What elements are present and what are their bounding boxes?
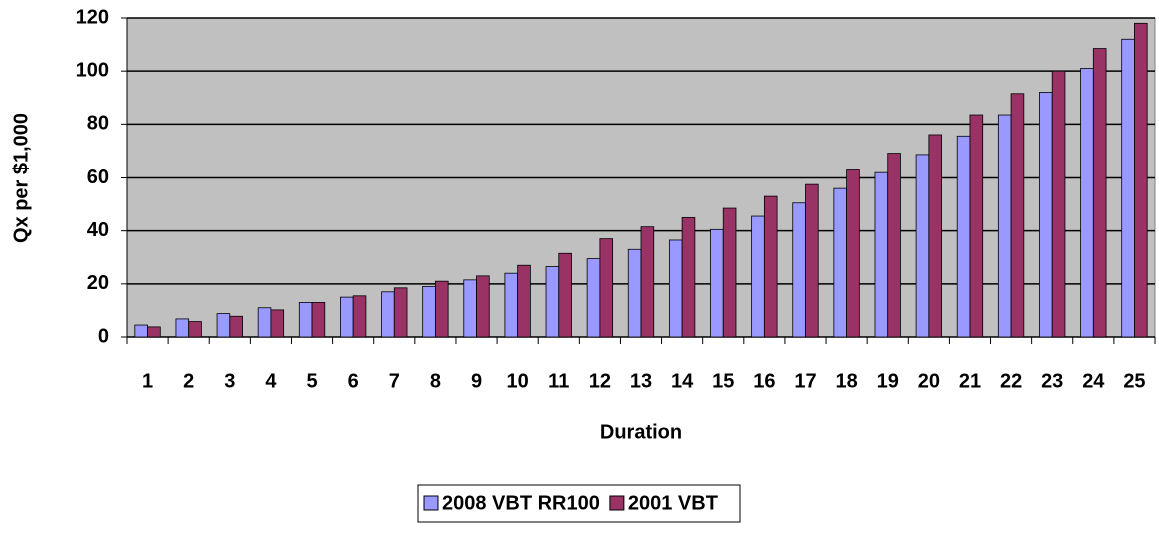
bar — [517, 264, 531, 338]
legend-swatch — [609, 495, 625, 511]
bar — [751, 215, 765, 338]
bar — [1134, 22, 1148, 338]
x-tick-label: 22 — [1000, 370, 1022, 392]
y-tick-label: 120 — [76, 6, 109, 28]
x-tick-label: 10 — [507, 370, 529, 392]
bar — [1051, 70, 1066, 338]
bar — [352, 295, 367, 338]
bar — [805, 183, 819, 338]
bar — [997, 114, 1012, 338]
x-tick-label: 20 — [918, 370, 940, 392]
y-tick-label: 40 — [87, 219, 109, 241]
bar — [558, 252, 572, 338]
x-tick-label: 6 — [348, 370, 359, 392]
bar — [1092, 48, 1107, 338]
bar — [311, 302, 326, 338]
bar — [216, 313, 231, 338]
legend-label: 2001 VBT — [628, 492, 718, 514]
x-tick-label: 9 — [471, 370, 482, 392]
x-tick-label: 3 — [224, 370, 235, 392]
x-tick-label: 8 — [430, 370, 441, 392]
bar — [1039, 92, 1053, 338]
bar — [928, 134, 942, 338]
legend-swatch — [423, 495, 439, 511]
bar — [763, 195, 778, 338]
x-tick-label: 14 — [671, 370, 694, 392]
x-axis-title: Duration — [600, 421, 682, 443]
y-axis-title: Qx per $1,000 — [10, 113, 32, 243]
x-tick-label: 23 — [1041, 370, 1063, 392]
y-tick-label: 20 — [87, 272, 109, 294]
bar — [257, 307, 272, 338]
x-tick-label: 13 — [630, 370, 652, 392]
bar — [270, 309, 285, 338]
bar — [147, 326, 161, 338]
legend — [417, 484, 741, 523]
bar — [188, 321, 202, 338]
bar — [545, 266, 560, 338]
y-tick-label: 60 — [87, 166, 109, 188]
bar — [586, 258, 601, 338]
bar — [833, 187, 847, 338]
bar — [504, 272, 519, 338]
bar — [1010, 93, 1025, 338]
x-tick-label: 19 — [877, 370, 899, 392]
bar — [393, 287, 408, 338]
x-tick-label: 15 — [712, 370, 734, 392]
bar — [1121, 38, 1135, 338]
bar — [874, 171, 889, 338]
x-tick-label: 1 — [142, 370, 153, 392]
bar — [422, 286, 436, 338]
x-tick-label: 25 — [1123, 370, 1145, 392]
y-tick-label: 0 — [98, 325, 109, 347]
bar — [887, 153, 901, 338]
bar — [229, 315, 243, 338]
y-tick-label: 100 — [76, 59, 109, 81]
bar — [640, 226, 655, 338]
bar — [681, 216, 696, 338]
x-tick-label: 12 — [589, 370, 611, 392]
bar — [434, 280, 449, 338]
bar — [599, 238, 614, 338]
x-tick-label: 2 — [183, 370, 194, 392]
bar — [627, 248, 642, 338]
bar — [710, 228, 724, 338]
x-tick-label: 7 — [389, 370, 400, 392]
x-tick-label: 11 — [548, 370, 569, 392]
legend-label: 2008 VBT RR100 — [442, 492, 600, 514]
bar — [915, 154, 930, 338]
bar — [175, 318, 190, 338]
bar — [381, 291, 395, 338]
x-tick-label: 24 — [1082, 370, 1105, 392]
bar — [1080, 68, 1094, 338]
x-tick-label: 21 — [959, 370, 981, 392]
x-tick-label: 18 — [835, 370, 857, 392]
y-tick-label: 80 — [87, 113, 109, 135]
x-tick-label: 17 — [794, 370, 816, 392]
bar — [134, 324, 148, 338]
bar — [956, 135, 971, 338]
bar — [463, 279, 477, 338]
bar — [298, 302, 313, 338]
bar — [476, 275, 490, 338]
x-tick-label: 4 — [265, 370, 277, 392]
bar — [846, 169, 860, 338]
bar — [340, 296, 354, 338]
x-tick-label: 16 — [753, 370, 775, 392]
bar — [792, 202, 806, 338]
bar — [722, 207, 737, 338]
bar — [969, 114, 984, 338]
bar — [668, 239, 683, 338]
x-tick-label: 5 — [306, 370, 317, 392]
